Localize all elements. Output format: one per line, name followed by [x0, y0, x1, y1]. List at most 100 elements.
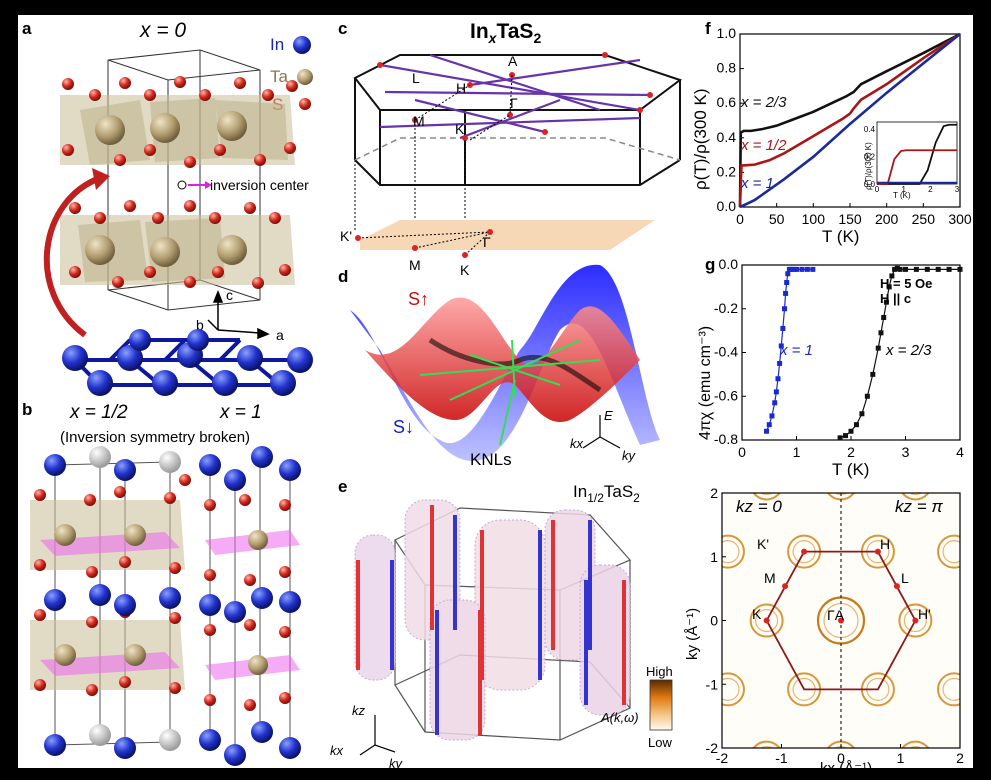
symmetry-point-dot	[763, 617, 770, 624]
legend-in-atom	[293, 36, 311, 54]
data-point	[878, 330, 884, 336]
inset-x-tick-label: 2	[928, 185, 933, 194]
fermi-pocket-inner	[722, 540, 740, 564]
symmetry-point-dot	[874, 548, 881, 555]
x-tick-label: 250	[912, 211, 936, 227]
resistivity-chart: 0 50 100 150 200 250 300 0.0 0.2 0.4 0.6 0.8 1.0 0 1 2 3…	[717, 25, 972, 227]
panel-e: e In1/2TaS2	[330, 477, 673, 771]
colorbar-high-label: High	[646, 664, 673, 679]
axis-e-label: E	[604, 408, 613, 423]
axis-kx-label: kx	[570, 436, 584, 451]
data-point	[777, 360, 783, 366]
data-point	[957, 266, 963, 272]
panel-c-letter: c	[338, 19, 347, 38]
data-point	[843, 433, 849, 439]
colorbar-title: A(k,ω)	[600, 710, 639, 725]
symmetry-point-dot	[801, 548, 808, 555]
y-tick-label: 0.4	[717, 129, 737, 145]
crystal-axes	[207, 289, 270, 340]
y-tick-label: 0.6	[717, 94, 737, 110]
fermi-pocket-inner	[908, 493, 922, 496]
point-a: A	[508, 53, 518, 69]
susceptibility-chart: 0 1 2 3 4 0.0 -0.2 -0.4 -0.6 -0.8	[714, 256, 964, 460]
x-tick-label: 50	[769, 211, 785, 227]
fermi-pocket	[749, 603, 784, 638]
f-xlabel: T (K)	[822, 227, 859, 246]
surface-point-kprime: K'	[340, 228, 352, 244]
symmetry-point-dot	[912, 617, 919, 624]
symmetry-point-dot	[893, 583, 900, 590]
data-point	[859, 411, 865, 417]
data-point	[773, 389, 779, 395]
fermi-pocket-inner	[760, 745, 774, 748]
y-tick-label: -0.2	[714, 300, 738, 316]
h-kzpi-label: kz = π	[895, 497, 943, 516]
x-tick-label: 0	[738, 444, 746, 460]
data-point	[875, 345, 881, 351]
y-tick-label: -1	[706, 676, 719, 692]
data-point	[782, 306, 788, 312]
y-tick-label: -0.6	[714, 387, 738, 403]
x-tick-label: 2	[956, 750, 964, 766]
h-point-k: K	[752, 606, 762, 622]
x-tick-label: 100	[802, 211, 826, 227]
fermi-pocket	[901, 740, 930, 748]
x-tick-label: 1	[897, 750, 905, 766]
e-axes	[359, 715, 396, 756]
panel-a-letter: a	[22, 19, 32, 38]
inset-y-tick-label: 0.2	[864, 152, 876, 161]
axis-c-label: c	[226, 287, 233, 303]
series-line-2	[739, 32, 961, 209]
curved-arrow-head	[92, 168, 110, 190]
x-tick-label: 3	[902, 444, 910, 460]
data-point	[837, 435, 843, 441]
structure-x-one	[199, 446, 301, 766]
lower-tas2-layer	[60, 200, 295, 289]
x-tick-label: -2	[716, 750, 729, 766]
series-line-1	[839, 267, 960, 439]
g-dir-label: H || c	[880, 291, 911, 306]
inset-x-tick-label: 3	[955, 185, 960, 194]
panel-a-title: x = 0	[139, 19, 186, 42]
brillouin-zone-prism	[353, 54, 683, 186]
panel-b-letter: b	[22, 400, 32, 419]
prism-hidden-edges	[354, 137, 681, 161]
h-xlabel: kx (Å⁻¹)	[820, 760, 872, 777]
panel-b-title-right: x = 1	[219, 402, 262, 423]
y-tick-label: 1	[710, 549, 718, 565]
curved-arrow	[43, 175, 102, 338]
h-point-kprime: K'	[757, 536, 769, 552]
e-axis-ky: ky	[389, 756, 404, 771]
fermi-map-chart: -2 -1 0 1 2 2 1 0 -1 -2	[706, 485, 965, 766]
data-point	[892, 266, 898, 272]
panel-b-title-left: x = 1/2	[69, 402, 128, 423]
fermi-pocket	[937, 672, 960, 707]
data-point	[794, 266, 799, 272]
fermi-pocket-inner	[942, 540, 960, 564]
axis-ky-label: ky	[622, 448, 637, 463]
data-point	[785, 271, 791, 277]
data-point	[864, 393, 870, 399]
fermi-pocket	[901, 493, 930, 501]
data-point	[784, 280, 790, 285]
surface-point-k: K	[460, 262, 470, 278]
e-axis-kx: kx	[330, 743, 344, 758]
series-line-0	[738, 32, 961, 208]
f-label-x12: x = 1/2	[740, 137, 787, 154]
spin-down-label: S↓	[393, 417, 414, 437]
panel-d-letter: d	[338, 267, 348, 286]
data-point	[889, 273, 895, 279]
colorbar	[649, 679, 673, 731]
x-tick-label: 2	[847, 444, 855, 460]
data-point	[780, 325, 786, 331]
x-tick-label: 4	[956, 444, 964, 460]
fermi-pocket-inner	[908, 745, 922, 748]
y-tick-label: 0.8	[717, 60, 737, 76]
data-point	[946, 266, 952, 272]
data-point	[778, 343, 784, 349]
axis-b-label: b	[196, 317, 204, 333]
fermi-pocket-inner	[760, 493, 774, 496]
g-label-x1: x = 1	[779, 342, 813, 359]
x-tick-label: 0	[837, 750, 845, 766]
data-point	[848, 428, 854, 434]
